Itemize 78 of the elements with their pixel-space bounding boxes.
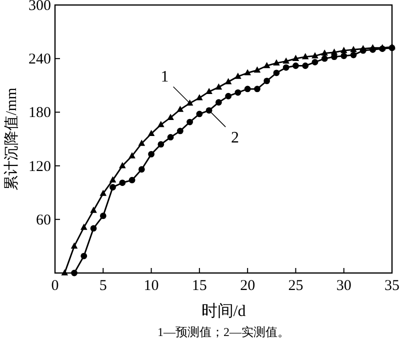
point [263,62,270,68]
point [148,150,154,158]
point [128,152,136,158]
point [350,52,357,58]
y-tick-label: 300 [28,0,51,14]
point [292,54,300,61]
point [273,70,280,76]
point [244,86,251,92]
point [302,62,309,69]
point [138,166,145,173]
point [360,47,366,54]
point [109,176,116,182]
point [186,118,193,126]
point [292,62,299,69]
x-tick-label: 10 [144,278,159,294]
point [119,162,126,168]
point [302,53,309,60]
point [128,176,136,184]
x-tick-label: 25 [288,278,304,294]
point [340,46,348,53]
point [224,78,232,84]
x-tick-label: 5 [99,278,107,294]
x-axis-title: 时间/d [201,302,246,320]
point [350,46,357,52]
point [70,242,78,249]
legend-label: 2 [231,129,240,146]
x-tick-label: 35 [384,278,400,294]
point [254,86,260,92]
point [264,78,270,84]
point [119,180,126,186]
series-label: 1 [160,68,169,86]
text: 1—预测值；2—实测值。 [158,325,290,339]
point [215,99,222,106]
point [71,270,78,276]
y-tick-label: 180 [28,105,51,122]
point [282,57,290,64]
point [167,114,174,120]
point [61,269,68,276]
point [312,52,318,58]
point [331,54,338,60]
point [225,92,232,100]
point [100,190,107,196]
y-tick-label: 120 [28,158,51,175]
point [148,130,155,136]
point [158,120,164,128]
point [254,66,261,73]
x-tick-label: 20 [240,278,256,294]
point [370,46,376,53]
point [321,55,328,62]
point [167,134,174,140]
point [80,224,88,230]
x-tick-label: 0 [51,278,59,294]
x-tick-label: 30 [336,278,352,294]
y-tick-label: 240 [28,52,51,68]
point [282,64,290,71]
point [321,49,328,56]
point [234,72,242,79]
point [110,184,116,190]
point [90,225,97,232]
point [206,88,212,94]
point [196,94,203,100]
point [244,69,251,76]
point [215,83,222,90]
x-tick-label: 15 [192,278,207,294]
point [176,106,184,112]
point [158,141,164,148]
point [234,89,242,96]
point [138,140,146,146]
y-axis-title: 累计沉降值/mm [3,87,20,190]
point [340,52,348,60]
point [196,110,203,118]
y-tick-label: 60 [36,212,51,228]
point [176,128,184,134]
point [100,212,106,220]
point [273,59,280,66]
point [90,206,97,213]
point [312,58,318,66]
point [80,252,88,260]
